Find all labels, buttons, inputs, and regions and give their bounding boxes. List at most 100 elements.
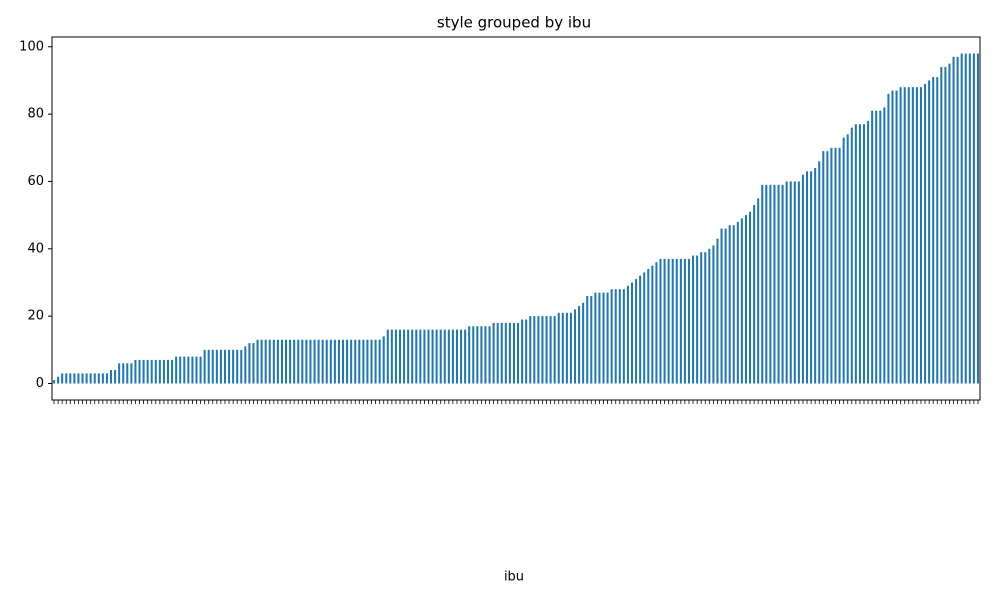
bar [207, 349, 210, 384]
bar [57, 376, 60, 384]
bar [582, 302, 585, 384]
y-tick-label: 100 [19, 39, 44, 54]
bar [630, 282, 634, 384]
bar [919, 87, 922, 384]
bar [264, 339, 267, 384]
bar [256, 339, 259, 384]
bar [175, 356, 178, 384]
y-tick-label: 60 [27, 174, 44, 189]
bar [240, 349, 243, 384]
bar [643, 272, 646, 384]
bar [97, 373, 100, 384]
bar [635, 279, 638, 384]
bar [773, 184, 776, 384]
bar [146, 359, 149, 384]
bar [679, 258, 682, 384]
bar [325, 339, 328, 384]
bar [891, 90, 894, 384]
bar [337, 339, 340, 384]
bar [667, 258, 670, 384]
bar [179, 356, 182, 384]
bar [223, 349, 226, 384]
bar [850, 127, 853, 384]
bar [529, 316, 532, 384]
bar [219, 349, 222, 384]
bar [468, 326, 471, 384]
bar [435, 329, 438, 384]
bar [915, 87, 918, 384]
bar [618, 289, 621, 384]
bar [549, 316, 552, 384]
bar [272, 339, 275, 384]
bar [655, 262, 658, 384]
bar [757, 198, 760, 384]
bar [561, 312, 564, 384]
bar [720, 228, 723, 384]
bar [374, 339, 377, 384]
bar [639, 275, 642, 384]
bar [728, 225, 731, 384]
bar [313, 339, 316, 384]
bar [749, 211, 752, 384]
bar [390, 329, 393, 384]
bar [488, 326, 491, 384]
bar [386, 329, 389, 384]
bar [753, 205, 756, 384]
bar [683, 258, 686, 384]
bar [215, 349, 218, 384]
bar [879, 110, 882, 384]
bar [154, 359, 157, 384]
bar [342, 339, 345, 384]
bar [948, 63, 951, 384]
bar [447, 329, 450, 384]
bar [293, 339, 296, 384]
bar [248, 343, 251, 384]
chart-title: style grouped by ibu [437, 14, 591, 32]
bar [354, 339, 357, 384]
bar [940, 66, 943, 384]
bar [846, 134, 849, 384]
bar [590, 295, 593, 384]
bar [236, 349, 239, 384]
bar [541, 316, 544, 384]
bar [659, 258, 662, 384]
bar [606, 292, 609, 384]
bar [716, 238, 719, 384]
bar [431, 329, 434, 384]
bar [443, 329, 446, 384]
bar [89, 373, 92, 384]
bar [285, 339, 288, 384]
bar [797, 181, 800, 384]
bar [203, 349, 206, 384]
x-axis-label: ibu [504, 570, 524, 585]
bar [692, 255, 695, 384]
bar [244, 346, 247, 384]
bar [806, 171, 809, 384]
bar [569, 312, 572, 384]
bar [268, 339, 271, 384]
bar [785, 181, 788, 384]
bar [834, 147, 837, 384]
bar [464, 329, 467, 384]
bar [500, 322, 503, 384]
bar [651, 265, 654, 384]
bar [260, 339, 263, 384]
bar [830, 147, 833, 384]
bar [793, 181, 796, 384]
bar [419, 329, 422, 384]
bar [114, 370, 117, 384]
bar [415, 329, 418, 384]
bar [777, 184, 780, 384]
bar [423, 329, 426, 384]
bar [280, 339, 283, 384]
bar [101, 373, 104, 384]
bar [517, 322, 520, 384]
bar [899, 87, 902, 384]
bar [69, 373, 72, 384]
bar [557, 312, 560, 384]
bar [150, 359, 153, 384]
bar [883, 107, 886, 384]
bar [854, 124, 857, 384]
bar [871, 110, 874, 384]
bar [508, 322, 511, 384]
